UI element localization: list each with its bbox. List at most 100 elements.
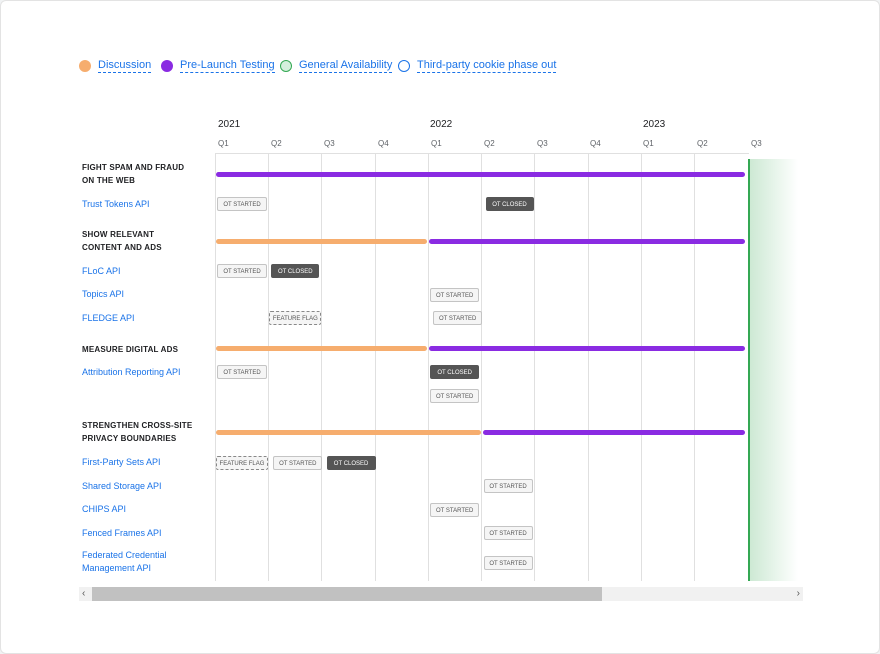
- api-link-floc[interactable]: FLoC API: [82, 265, 121, 278]
- grid-line: [215, 153, 216, 581]
- grid-line: [588, 153, 589, 581]
- legend-item-cookie-phase-out[interactable]: Third-party cookie phase out: [398, 59, 557, 73]
- milestone-badge[interactable]: OT STARTED: [483, 556, 533, 570]
- grid-line: [534, 153, 535, 581]
- horizontal-scrollbar[interactable]: ‹ ›: [79, 587, 803, 601]
- legend-label: Third-party cookie phase out: [417, 59, 557, 73]
- api-link-label: Management API: [82, 563, 152, 573]
- section-title-line: STRENGTHEN CROSS-SITE: [82, 421, 193, 430]
- api-link-fenced-frames[interactable]: Fenced Frames API: [82, 527, 162, 540]
- scrollbar-thumb[interactable]: [92, 587, 602, 601]
- api-link-label: FLEDGE API: [82, 313, 135, 323]
- api-link-label: Attribution Reporting API: [82, 367, 181, 377]
- phase-bar[interactable]: [216, 346, 428, 351]
- grid-line: [694, 153, 695, 581]
- discussion-dot-icon: [79, 60, 91, 72]
- milestone-badge[interactable]: OT STARTED: [430, 288, 480, 302]
- api-link-shared-storage[interactable]: Shared Storage API: [82, 480, 162, 493]
- phase-bar[interactable]: [216, 172, 745, 177]
- grid-line: [428, 153, 429, 581]
- milestone-badge[interactable]: FEATURE FLAG: [216, 456, 268, 470]
- grid-line: [375, 153, 376, 581]
- quarter-label: Q1: [643, 139, 654, 148]
- api-link-topics[interactable]: Topics API: [82, 288, 124, 301]
- milestone-badge[interactable]: OT CLOSED: [430, 365, 480, 379]
- year-label: 2023: [643, 119, 666, 130]
- quarter-label: Q2: [271, 139, 282, 148]
- chevron-left-icon[interactable]: ‹: [82, 588, 86, 599]
- general-availability-band: [748, 159, 798, 581]
- api-link-trust-tokens[interactable]: Trust Tokens API: [82, 198, 150, 211]
- phase-bar[interactable]: [216, 239, 428, 244]
- api-link-label: Shared Storage API: [82, 481, 162, 491]
- api-link-label: Topics API: [82, 289, 125, 299]
- quarter-label: Q3: [537, 139, 548, 148]
- milestone-badge[interactable]: OT STARTED: [483, 479, 533, 493]
- quarter-label: Q1: [218, 139, 229, 148]
- section-title-line: SHOW RELEVANT: [82, 230, 155, 239]
- legend-label: General Availability: [299, 59, 393, 73]
- year-label: 2021: [218, 119, 241, 130]
- grid-line: [641, 153, 642, 581]
- section-title-line: PRIVACY BOUNDARIES: [82, 434, 177, 443]
- milestone-badge[interactable]: OT CLOSED: [326, 456, 376, 470]
- legend-label: Discussion: [98, 59, 152, 73]
- api-link-label: Fenced Frames API: [82, 528, 162, 538]
- legend-item-general-availability[interactable]: General Availability: [280, 59, 393, 73]
- quarter-label: Q1: [431, 139, 442, 148]
- milestone-badge[interactable]: OT STARTED: [217, 365, 267, 379]
- milestone-badge[interactable]: OT STARTED: [430, 389, 480, 403]
- grid-line: [481, 153, 482, 581]
- api-link-fledge[interactable]: FLEDGE API: [82, 312, 135, 325]
- milestone-badge[interactable]: FEATURE FLAG: [269, 311, 322, 325]
- section-title-spam-fraud: FIGHT SPAM AND FRAUD ON THE WEB: [82, 161, 184, 187]
- milestone-badge[interactable]: OT STARTED: [433, 311, 483, 325]
- phase-bar[interactable]: [429, 346, 745, 351]
- api-link-federated-credential[interactable]: Federated Credential Management API: [82, 549, 167, 575]
- pre-launch-dot-icon: [161, 60, 173, 72]
- milestone-badge[interactable]: OT STARTED: [483, 526, 533, 540]
- grid-line: [268, 153, 269, 581]
- quarter-label: Q4: [590, 139, 601, 148]
- section-title-line: ON THE WEB: [82, 176, 136, 185]
- api-link-label: Federated Credential: [82, 550, 167, 560]
- year-label: 2022: [430, 119, 453, 130]
- phase-bar[interactable]: [429, 239, 745, 244]
- quarter-label: Q2: [484, 139, 495, 148]
- milestone-badge[interactable]: OT STARTED: [217, 197, 267, 211]
- api-link-label: CHIPS API: [82, 504, 127, 514]
- milestone-badge[interactable]: OT CLOSED: [271, 264, 320, 278]
- legend-item-pre-launch-testing[interactable]: Pre-Launch Testing: [161, 59, 275, 73]
- quarter-label: Q3: [324, 139, 335, 148]
- milestone-badge[interactable]: OT CLOSED: [485, 197, 534, 211]
- general-availability-line: [748, 159, 750, 581]
- quarter-label: Q2: [697, 139, 708, 148]
- general-availability-dot-icon: [280, 60, 292, 72]
- api-link-label: Trust Tokens API: [82, 199, 150, 209]
- api-link-label: FLoC API: [82, 266, 121, 276]
- api-link-attribution-reporting[interactable]: Attribution Reporting API: [82, 366, 181, 379]
- api-link-first-party-sets[interactable]: First-Party Sets API: [82, 456, 161, 469]
- phase-bar[interactable]: [482, 430, 745, 435]
- section-title-line: FIGHT SPAM AND FRAUD: [82, 163, 185, 172]
- section-title-line: CONTENT AND ADS: [82, 243, 162, 252]
- cookie-phase-out-dot-icon: [398, 60, 410, 72]
- legend-label: Pre-Launch Testing: [180, 59, 275, 73]
- legend-item-discussion[interactable]: Discussion: [79, 59, 152, 73]
- milestone-badge[interactable]: OT STARTED: [273, 456, 323, 470]
- grid-line: [321, 153, 322, 581]
- section-title-line: MEASURE DIGITAL ADS: [82, 345, 179, 354]
- quarter-label: Q4: [378, 139, 389, 148]
- chevron-right-icon[interactable]: ›: [796, 588, 800, 599]
- api-link-chips[interactable]: CHIPS API: [82, 503, 126, 516]
- phase-bar[interactable]: [216, 430, 481, 435]
- quarter-label: Q3: [751, 139, 762, 148]
- milestone-badge[interactable]: OT STARTED: [217, 264, 267, 278]
- section-title-relevant-content: SHOW RELEVANT CONTENT AND ADS: [82, 228, 162, 254]
- section-title-privacy-boundaries: STRENGTHEN CROSS-SITE PRIVACY BOUNDARIES: [82, 419, 192, 445]
- timeline-axis-line: [215, 153, 749, 154]
- api-link-label: First-Party Sets API: [82, 457, 161, 467]
- section-title-measure-ads: MEASURE DIGITAL ADS: [82, 343, 178, 356]
- milestone-badge[interactable]: OT STARTED: [430, 503, 480, 517]
